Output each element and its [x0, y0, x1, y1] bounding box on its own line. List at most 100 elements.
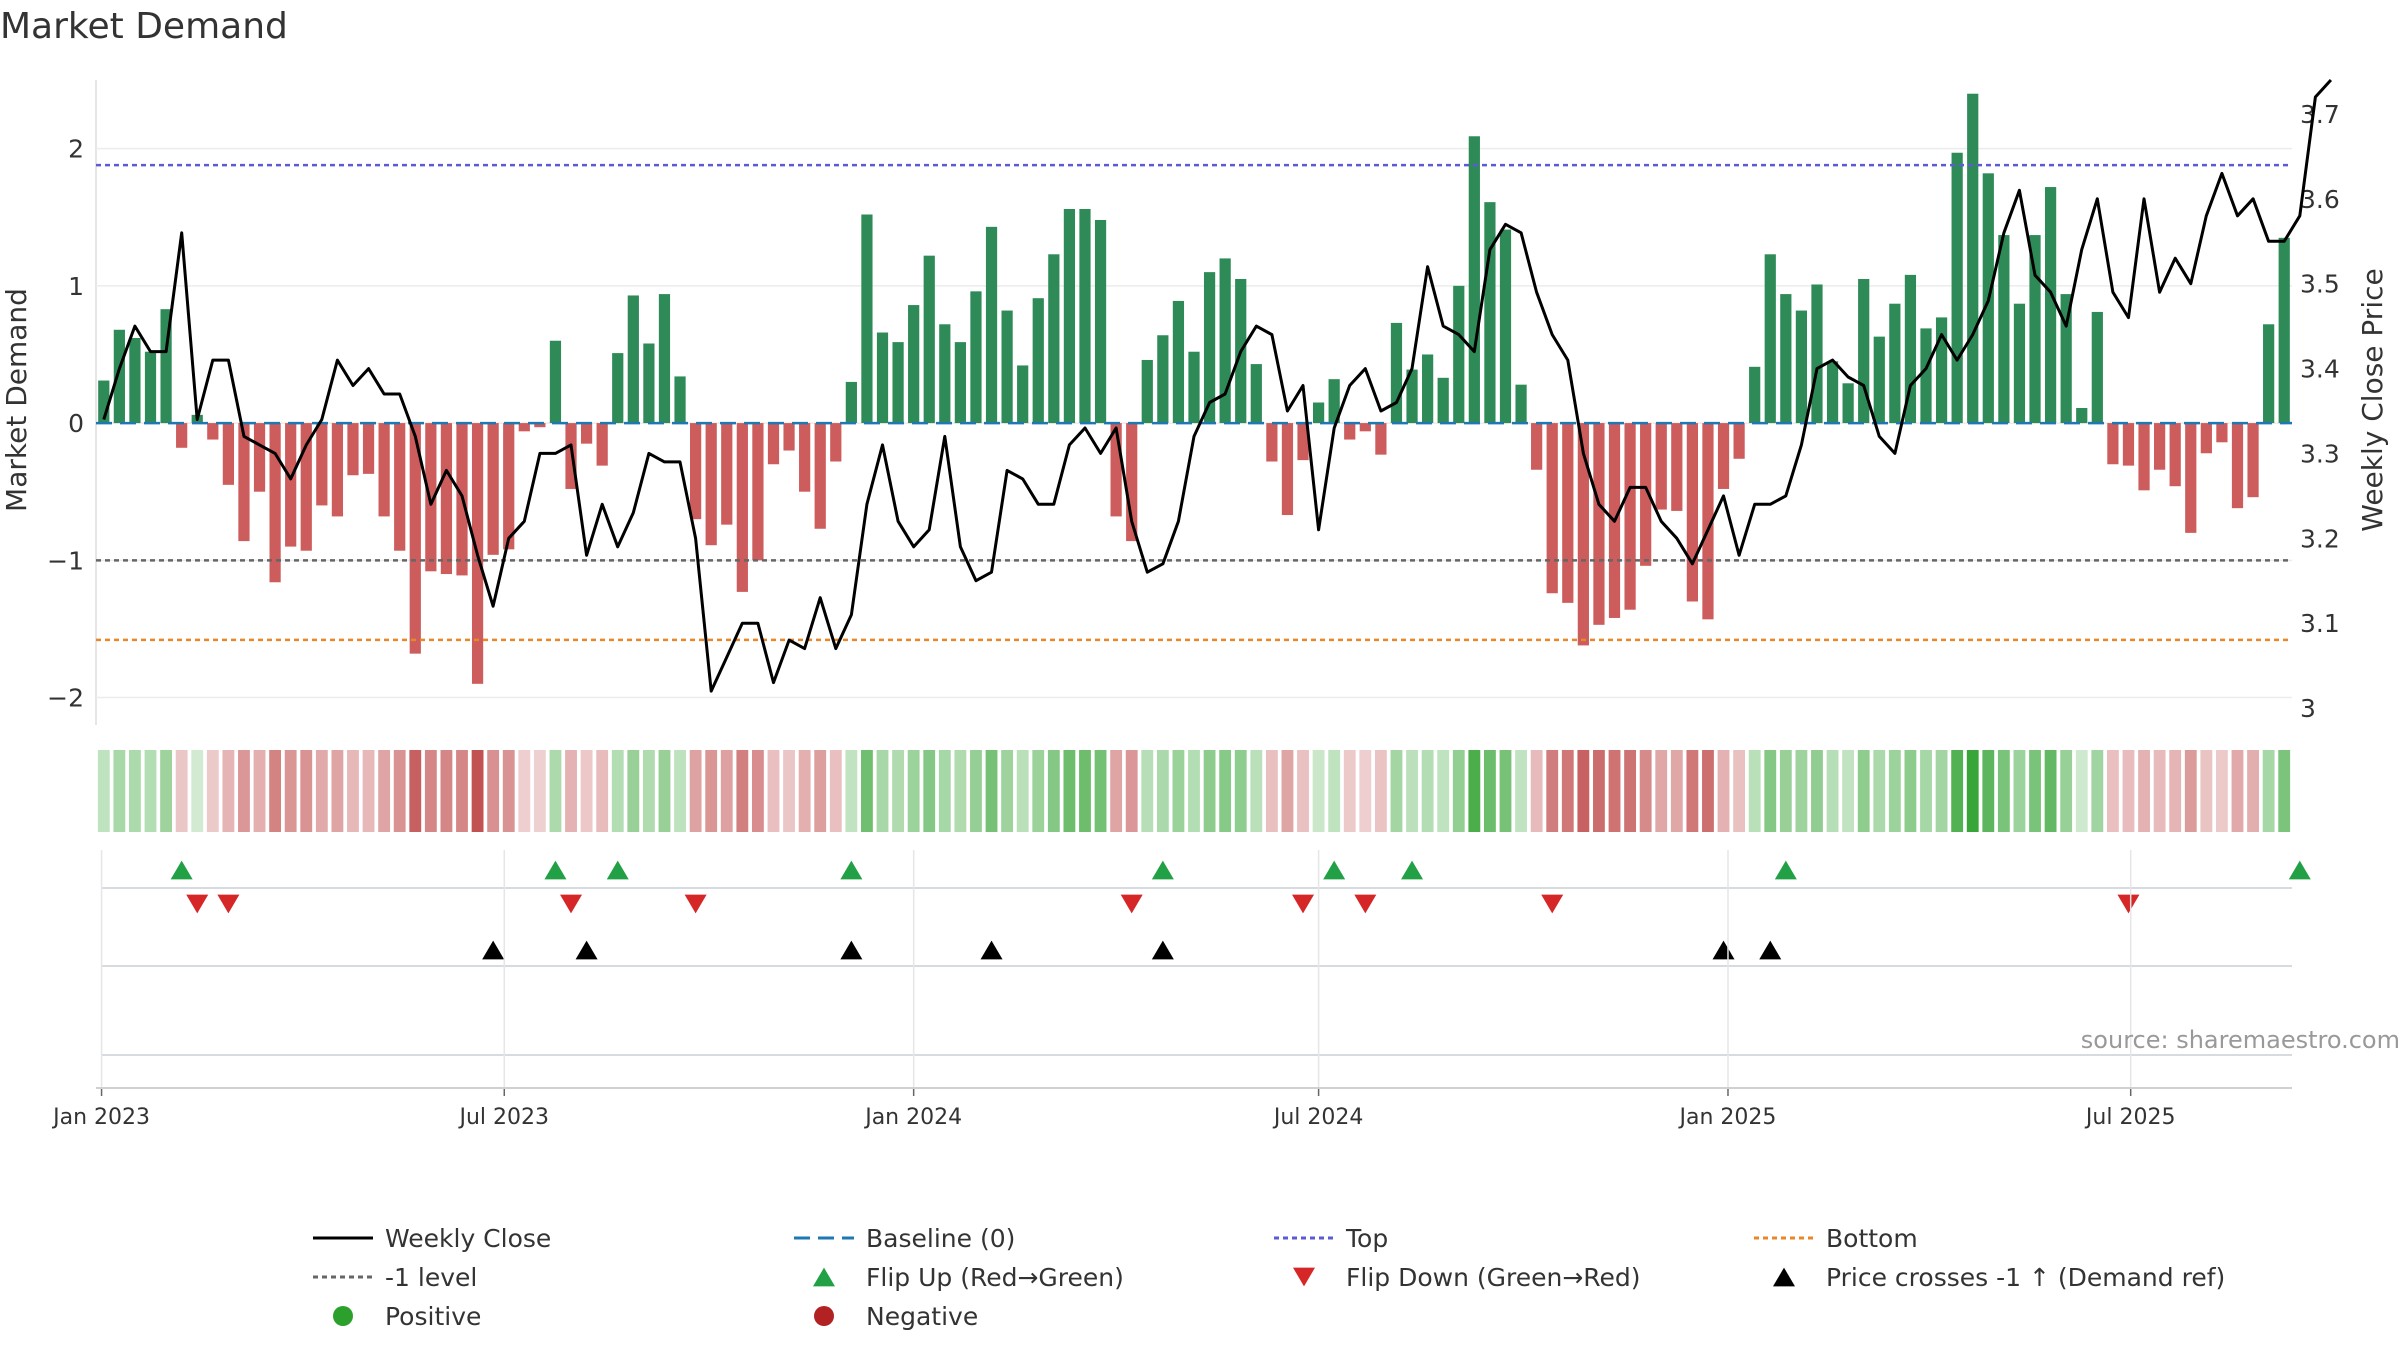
demand-bar	[1079, 209, 1091, 424]
heat-cell	[1779, 750, 1792, 832]
heat-cell	[892, 750, 905, 832]
demand-bar	[1468, 136, 1480, 424]
price-cross-marker	[482, 940, 505, 960]
demand-bar	[705, 423, 717, 546]
heat-cell	[533, 750, 546, 832]
heat-cell	[1639, 750, 1652, 832]
demand-bar	[923, 255, 935, 424]
demand-bar	[1577, 423, 1589, 646]
demand-bar	[1826, 361, 1839, 424]
demand-bar	[1749, 366, 1761, 424]
y-right-tick-label: 3.2	[2300, 524, 2340, 553]
heat-cell	[2013, 750, 2026, 832]
heat-cell	[2091, 750, 2104, 832]
demand-bar	[2154, 423, 2166, 470]
demand-bar	[1017, 365, 1029, 424]
heat-cell	[2200, 750, 2213, 832]
demand-bar	[113, 329, 125, 424]
demand-bar	[316, 423, 328, 506]
flip-up-marker	[1151, 860, 1174, 880]
demand-bar	[892, 342, 904, 424]
demand-bar	[2278, 237, 2290, 424]
heat-cell	[1546, 750, 1559, 832]
price-cross-marker	[980, 940, 1003, 960]
y-axis-left-label: Market Demand	[0, 288, 33, 512]
demand-bar	[985, 226, 998, 424]
heat-cell	[907, 750, 920, 832]
y-right-tick-label: 3.5	[2300, 270, 2340, 299]
demand-bar	[1686, 423, 1698, 602]
flip-signal-panel	[102, 860, 2311, 914]
heat-cell	[611, 750, 624, 832]
demand-bar	[2185, 423, 2197, 533]
demand-bar	[2029, 235, 2041, 424]
y-left-tick-label: −2	[47, 684, 84, 713]
demand-bar	[1904, 274, 1917, 424]
heat-cell	[1047, 750, 1060, 832]
legend-swatch	[813, 1267, 835, 1287]
y-right-tick-label: 3.6	[2300, 185, 2340, 214]
flip-down-marker	[217, 894, 240, 914]
demand-bar	[207, 423, 219, 440]
heat-cell	[2153, 750, 2166, 832]
demand-heat-strip	[97, 750, 2291, 832]
demand-bar	[2122, 423, 2135, 466]
x-tick-label: Jul 2025	[2084, 1105, 2176, 1130]
demand-bar	[300, 423, 312, 551]
chart-title: Market Demand	[0, 6, 288, 47]
heat-cell	[471, 750, 484, 832]
heat-cell	[253, 750, 266, 832]
heat-cell	[129, 750, 141, 832]
heat-cell	[1515, 750, 1527, 832]
legend-label: Negative	[866, 1302, 978, 1331]
heat-cell	[2215, 750, 2228, 832]
demand-bar	[2138, 423, 2150, 491]
demand-bar	[487, 423, 499, 555]
legend-label: Price crosses -1 ↑ (Demand ref)	[1826, 1263, 2225, 1292]
y-right-tick-label: 3.1	[2300, 609, 2340, 638]
demand-bar	[1546, 423, 1558, 594]
heat-cell	[938, 750, 951, 832]
demand-bar	[1873, 336, 1885, 424]
demand-bar	[861, 214, 873, 424]
demand-bar	[1001, 310, 1013, 424]
heat-cell	[1374, 750, 1387, 832]
demand-bar	[1359, 423, 1371, 432]
heat-cell	[97, 750, 110, 832]
price-cross-marker	[575, 940, 598, 960]
demand-bar	[783, 423, 795, 451]
heat-cell	[2075, 750, 2088, 832]
demand-bar	[1811, 284, 1823, 424]
demand-bar	[1920, 328, 1932, 424]
demand-bar	[690, 423, 702, 520]
demand-bar	[565, 423, 577, 489]
heat-cell	[1982, 750, 1995, 832]
flip-down-marker	[2117, 894, 2140, 914]
heat-cell	[2122, 750, 2135, 832]
heat-cell	[1172, 750, 1185, 832]
flip-up-marker	[606, 860, 629, 880]
demand-bar	[440, 423, 453, 575]
heat-cell	[596, 750, 609, 832]
demand-bar	[1764, 254, 1776, 424]
demand-bar	[1842, 383, 1854, 424]
legend-label: -1 level	[385, 1263, 477, 1292]
demand-bar	[222, 423, 234, 485]
legend-swatch	[1293, 1267, 1315, 1287]
heat-cell	[284, 750, 297, 832]
demand-bar	[1328, 379, 1340, 424]
demand-bar	[534, 423, 546, 428]
flip-down-marker	[1541, 894, 1564, 914]
heat-cell	[238, 750, 250, 832]
demand-bar	[1702, 423, 1714, 620]
demand-bar	[2169, 423, 2181, 487]
heat-cell	[1063, 750, 1076, 832]
flip-down-marker	[186, 894, 209, 914]
heat-cell	[1593, 750, 1605, 832]
legend-swatch	[814, 1306, 834, 1326]
demand-bar	[1531, 423, 1543, 470]
heat-cell	[2138, 750, 2150, 832]
heat-cell	[1857, 750, 1870, 832]
demand-bar	[253, 423, 266, 492]
heat-cell	[1265, 750, 1278, 832]
